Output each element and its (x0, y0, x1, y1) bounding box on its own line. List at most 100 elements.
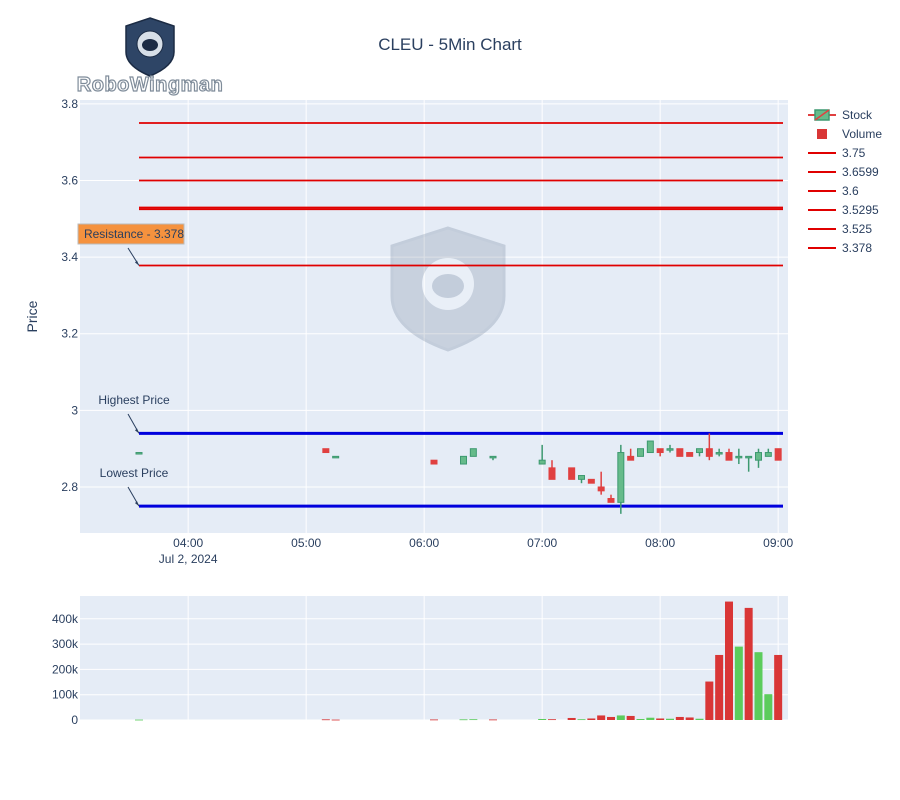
volume-bar[interactable] (685, 717, 694, 720)
candle[interactable] (332, 455, 340, 459)
volume-bar[interactable] (764, 694, 773, 720)
candle[interactable] (745, 455, 753, 472)
candle[interactable] (676, 448, 684, 457)
x-tick-label: 05:00 (291, 536, 321, 550)
candle[interactable] (135, 452, 143, 455)
candle-body (627, 455, 635, 461)
volume-bar[interactable] (656, 718, 665, 720)
legend-item[interactable]: Volume (817, 127, 882, 141)
legend-label: 3.75 (842, 146, 866, 160)
volume-bar[interactable] (538, 718, 547, 720)
volume-bar[interactable] (754, 652, 763, 720)
candle[interactable] (607, 494, 615, 503)
volume-bar[interactable] (636, 718, 645, 720)
x-tick-label: 07:00 (527, 536, 557, 550)
candle-body (686, 452, 694, 457)
legend-label: Stock (842, 108, 873, 122)
legend-item[interactable]: 3.5295 (808, 203, 879, 217)
legend-item[interactable]: Stock (808, 108, 873, 122)
volume-bar[interactable] (597, 715, 606, 720)
candle-body (774, 448, 782, 461)
resistance-annotation: Resistance - 3.378 (77, 223, 185, 266)
candle[interactable] (322, 448, 330, 454)
candle[interactable] (568, 467, 576, 480)
candle[interactable] (764, 448, 772, 457)
volume-plot-area (80, 596, 788, 720)
candle[interactable] (666, 444, 674, 453)
candle[interactable] (489, 455, 497, 461)
volume-bar[interactable] (695, 718, 704, 720)
arrowhead (135, 501, 139, 507)
legend-item[interactable]: 3.525 (808, 222, 872, 236)
candle[interactable] (646, 440, 654, 454)
candle[interactable] (715, 448, 723, 457)
legend-item[interactable]: 3.378 (808, 241, 872, 255)
volume-bar[interactable] (548, 719, 556, 721)
candle-body (460, 455, 467, 465)
volume-bar[interactable] (774, 654, 783, 720)
candle-body (656, 448, 664, 454)
candle[interactable] (774, 448, 782, 461)
candle[interactable] (587, 478, 595, 484)
candle-body (430, 459, 438, 465)
candle[interactable] (469, 448, 477, 457)
candle[interactable] (578, 475, 585, 484)
legend-label: 3.6 (842, 184, 859, 198)
volume-bar[interactable] (331, 719, 340, 721)
legend[interactable]: Stock Volume 3.75 3.6599 3.6 3.5295 3.525 3.378 (808, 108, 882, 255)
candle-body (666, 448, 674, 451)
volume-bar[interactable] (567, 717, 576, 720)
volume-bar[interactable] (430, 719, 438, 721)
candle[interactable] (696, 448, 703, 457)
legend-label: Volume (842, 127, 882, 141)
legend-item[interactable]: 3.6 (808, 184, 859, 198)
y-tick-label: 3.8 (61, 97, 78, 111)
volume-bar[interactable] (666, 718, 674, 720)
candle[interactable] (597, 471, 605, 495)
volume-bar[interactable] (489, 719, 497, 721)
candle-body (548, 467, 556, 480)
candle[interactable] (725, 448, 733, 461)
volume-bar[interactable] (587, 718, 596, 720)
candle[interactable] (538, 444, 546, 465)
volume-bar[interactable] (744, 607, 753, 720)
candle-body (607, 498, 615, 503)
volume-bar[interactable] (725, 601, 733, 720)
volume-bar[interactable] (646, 717, 655, 720)
volume-bar[interactable] (626, 715, 635, 720)
candle-body (469, 448, 477, 457)
logo-text: RoboWingman (77, 74, 223, 96)
candle[interactable] (637, 448, 644, 457)
volume-bar[interactable] (675, 716, 684, 720)
candle-body (646, 440, 654, 454)
legend-item[interactable]: 3.6599 (808, 165, 879, 179)
candle[interactable] (627, 448, 635, 461)
candle[interactable] (548, 460, 556, 480)
volume-bar[interactable] (715, 654, 724, 720)
legend-item[interactable]: 3.75 (808, 146, 866, 160)
y-tick-label: 3.6 (61, 173, 78, 187)
volume-bar[interactable] (135, 719, 143, 721)
candle[interactable] (686, 452, 694, 457)
volume-bar[interactable] (607, 716, 615, 720)
candle[interactable] (617, 444, 625, 514)
volume-bar[interactable] (616, 715, 625, 720)
volume-bar[interactable] (321, 719, 330, 721)
volume-bar[interactable] (469, 719, 478, 721)
legend-label: 3.5295 (842, 203, 879, 217)
volume-bar[interactable] (734, 646, 743, 720)
volume-tick-label: 100k (52, 688, 79, 702)
candle[interactable] (735, 448, 743, 465)
volume-bar[interactable] (705, 681, 714, 720)
candle[interactable] (460, 455, 467, 465)
candle-body (735, 455, 743, 459)
y-tick-label: 3.2 (61, 327, 78, 341)
volume-bar[interactable] (459, 719, 468, 721)
candle[interactable] (656, 448, 664, 457)
volume-tick-label: 0 (71, 713, 78, 727)
candle[interactable] (755, 448, 762, 468)
volume-bar[interactable] (577, 719, 586, 721)
candle[interactable] (705, 433, 713, 461)
candle[interactable] (430, 459, 438, 465)
